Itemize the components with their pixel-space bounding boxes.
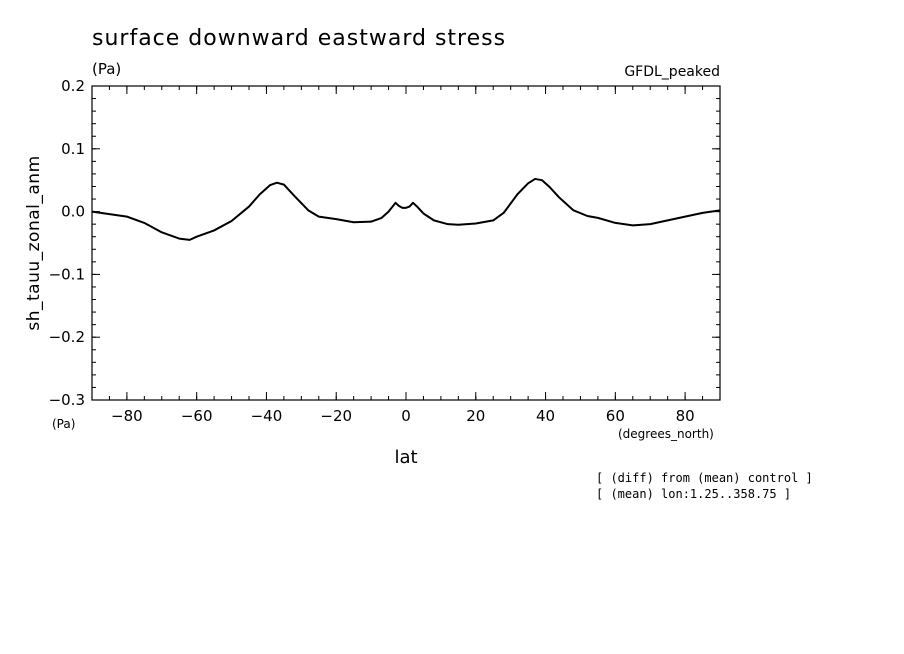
x-tick-label: 0 [401, 407, 411, 425]
y-tick-label: −0.1 [49, 265, 85, 283]
note-mean: [ (mean) lon:1.25..358.75 ] [596, 487, 791, 501]
axis-ticks [91, 85, 721, 401]
x-tick-label: −20 [320, 407, 352, 425]
note-diff: [ (diff) from (mean) control ] [596, 471, 813, 485]
model-label: GFDL_peaked [624, 64, 720, 80]
x-tick-label: 60 [606, 407, 625, 425]
title-units: (Pa) [92, 60, 121, 78]
plot-frame [91, 85, 721, 401]
y-tick-label: −0.2 [49, 328, 85, 346]
x-tick-labels: −80 −60 −40 −20 0 20 40 60 80 [111, 407, 695, 425]
y-axis-label: sh_tauu_zonal_anm [24, 155, 44, 330]
chart-title: surface downward eastward stress [92, 26, 506, 51]
y-tick-label: −0.3 [49, 391, 85, 409]
x-tick-label: 40 [536, 407, 555, 425]
y-tick-label: 0.2 [61, 77, 85, 95]
series-line [91, 177, 721, 241]
x-axis-label: lat [394, 447, 417, 468]
y-units-label: (Pa) [52, 417, 75, 431]
y-tick-labels: 0.2 0.1 0.0 −0.1 −0.2 −0.3 [49, 77, 85, 409]
x-tick-label: −60 [181, 407, 213, 425]
y-tick-label: 0.0 [61, 203, 85, 221]
y-tick-label: 0.1 [61, 140, 85, 158]
x-tick-label: 80 [676, 407, 695, 425]
x-tick-label: −80 [111, 407, 143, 425]
x-tick-label: −40 [251, 407, 283, 425]
x-units-label: (degrees_north) [618, 427, 714, 441]
x-tick-label: 20 [466, 407, 485, 425]
